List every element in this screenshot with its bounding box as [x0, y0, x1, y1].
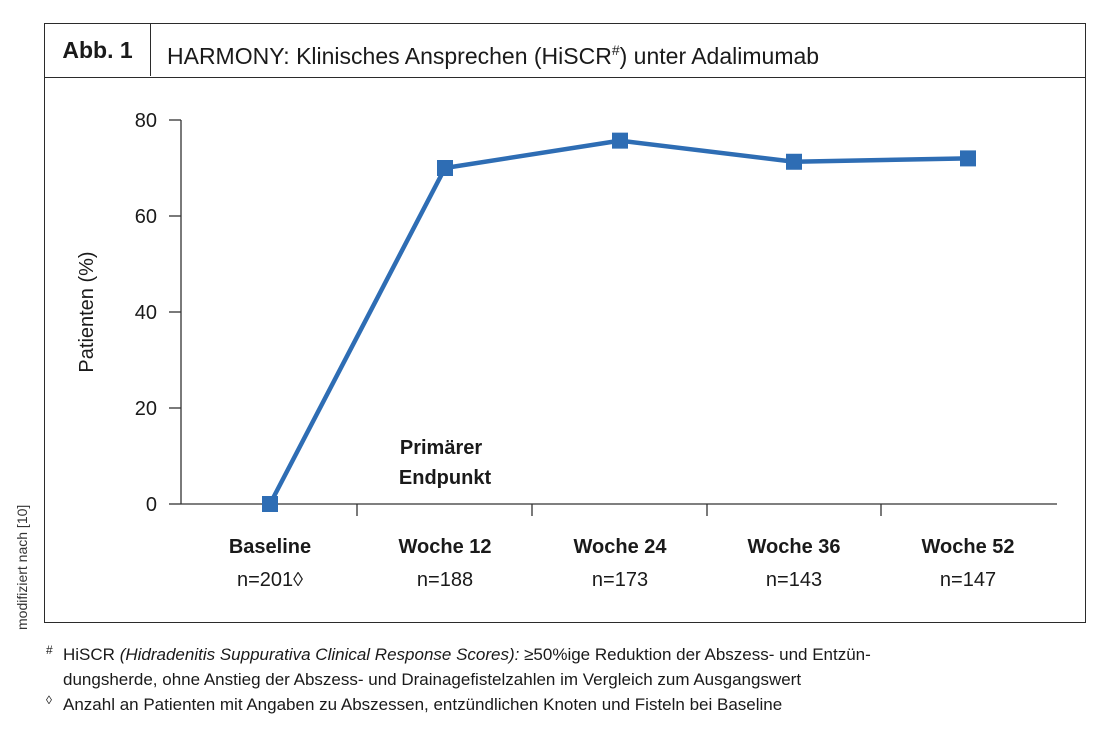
x-category-label: Woche 12 [399, 536, 492, 558]
figure-label: Abb. 1 [45, 24, 151, 76]
footnote-hiscr-line2: dungsherde, ohne Anstieg der Abszess- un… [63, 670, 802, 689]
y-tick-label: 20 [135, 398, 157, 420]
footnotes: # HiSCR (Hidradenitis Suppurativa Clinica… [44, 642, 1094, 717]
figure-title-main: HARMONY: Klinisches Ansprechen (HiSCR [167, 43, 612, 69]
footnote-n-text: Anzahl an Patienten mit Angaben zu Absze… [63, 695, 783, 714]
y-axis-title: Patienten (%) [76, 251, 98, 372]
y-tick-label: 60 [135, 206, 157, 228]
data-point [786, 153, 802, 170]
data-point [960, 150, 976, 167]
footnote-n: ◊ Anzahl an Patienten mit Angaben zu Absz… [44, 692, 1094, 717]
x-n-label: n=173 [592, 569, 648, 591]
figure-frame: Abb. 1 HARMONY: Klinisches Ansprechen (H… [44, 23, 1086, 623]
series-line [268, 138, 969, 506]
x-n-label: n=143 [766, 569, 822, 591]
figure-title: HARMONY: Klinisches Ansprechen (HiSCR#) … [167, 24, 819, 76]
x-category-label: Baseline [229, 536, 311, 558]
x-category-label: Woche 36 [748, 536, 841, 558]
line-chart: 0 20 40 60 80 Patienten (%) Baseline n=201◊ Woch… [76, 110, 1057, 591]
figure-header: Abb. 1 HARMONY: Klinisches Ansprechen (H… [45, 24, 1085, 78]
footnote-hiscr-italic: (Hidradenitis Suppurativa Clinical Respo… [119, 645, 520, 664]
footnote-hiscr-line1: ≥50%ige Reduktion der Abszess- und Entzü… [519, 645, 871, 664]
y-tick-label: 0 [146, 494, 157, 516]
y-tick-label: 40 [135, 302, 157, 324]
x-n-label: n=147 [940, 569, 996, 591]
footnote-hiscr: # HiSCR (Hidradenitis Suppurativa Clinica… [44, 642, 1094, 692]
y-tick-label: 80 [135, 110, 157, 132]
footnote-n-mark: ◊ [46, 693, 52, 707]
footnote-hiscr-term: HiSCR [63, 645, 115, 664]
x-n-label: n=188 [417, 569, 473, 591]
data-point [262, 496, 278, 512]
x-n-label: n=201◊ [237, 569, 303, 591]
footnote-hiscr-mark: # [46, 643, 53, 657]
x-category-label: Woche 52 [922, 536, 1015, 558]
x-category-label: Woche 24 [574, 536, 668, 558]
source-note: modifiziert nach [10] [14, 504, 30, 630]
data-point [437, 160, 453, 176]
annotation-line1: Primärer [400, 437, 482, 459]
figure-title-superscript: # [611, 42, 620, 58]
figure-title-end: ) unter Adalimumab [619, 43, 820, 69]
data-point [612, 132, 628, 149]
annotation-line2: Endpunkt [399, 467, 492, 489]
